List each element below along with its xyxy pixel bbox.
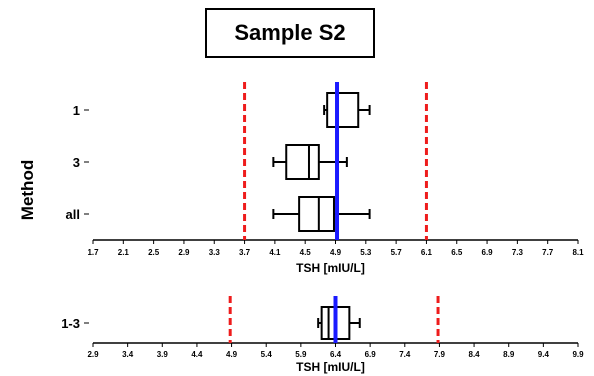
x-tick-label: 6.1 xyxy=(421,248,433,257)
x-axis-label: TSH [mIU/L] xyxy=(296,261,365,275)
x-tick-label: 7.7 xyxy=(542,248,554,257)
x-tick-label: 8.4 xyxy=(469,350,481,359)
x-tick-label: 7.9 xyxy=(434,350,446,359)
x-tick-label: 4.9 xyxy=(226,350,238,359)
x-tick-label: 7.4 xyxy=(399,350,411,359)
x-tick-label: 6.9 xyxy=(482,248,494,257)
x-tick-label: 2.1 xyxy=(118,248,130,257)
x-tick-label: 2.9 xyxy=(87,350,99,359)
x-tick-label: 3.3 xyxy=(209,248,221,257)
x-tick-label: 7.3 xyxy=(512,248,524,257)
x-axis-label: TSH [mIU/L] xyxy=(296,360,365,374)
y-category-label: all xyxy=(66,207,80,222)
chart-title: Sample S2 xyxy=(205,8,375,58)
x-tick-label: 8.1 xyxy=(572,248,584,257)
x-tick-label: 3.4 xyxy=(122,350,134,359)
x-tick-label: 9.4 xyxy=(538,350,550,359)
x-tick-label: 6.4 xyxy=(330,350,342,359)
x-tick-label: 4.4 xyxy=(191,350,203,359)
x-tick-label: 4.5 xyxy=(300,248,312,257)
x-tick-label: 5.3 xyxy=(360,248,372,257)
x-tick-label: 5.9 xyxy=(295,350,307,359)
x-tick-label: 6.9 xyxy=(365,350,377,359)
x-tick-label: 9.9 xyxy=(572,350,584,359)
x-tick-label: 4.9 xyxy=(330,248,342,257)
y-category-label: 1 xyxy=(73,103,80,118)
box-iqr xyxy=(326,92,360,128)
y-category-label: 1-3 xyxy=(61,316,80,331)
x-tick-label: 4.1 xyxy=(269,248,281,257)
x-tick-label: 2.5 xyxy=(148,248,160,257)
box-iqr xyxy=(285,144,320,180)
x-tick-label: 2.9 xyxy=(178,248,190,257)
y-category-label: 3 xyxy=(73,155,80,170)
x-tick-label: 5.4 xyxy=(261,350,273,359)
box-iqr xyxy=(298,196,335,232)
x-tick-label: 3.9 xyxy=(157,350,169,359)
x-tick-label: 1.7 xyxy=(87,248,99,257)
x-tick-label: 8.9 xyxy=(503,350,515,359)
x-tick-label: 5.7 xyxy=(391,248,403,257)
x-tick-label: 6.5 xyxy=(451,248,463,257)
x-tick-label: 3.7 xyxy=(239,248,251,257)
